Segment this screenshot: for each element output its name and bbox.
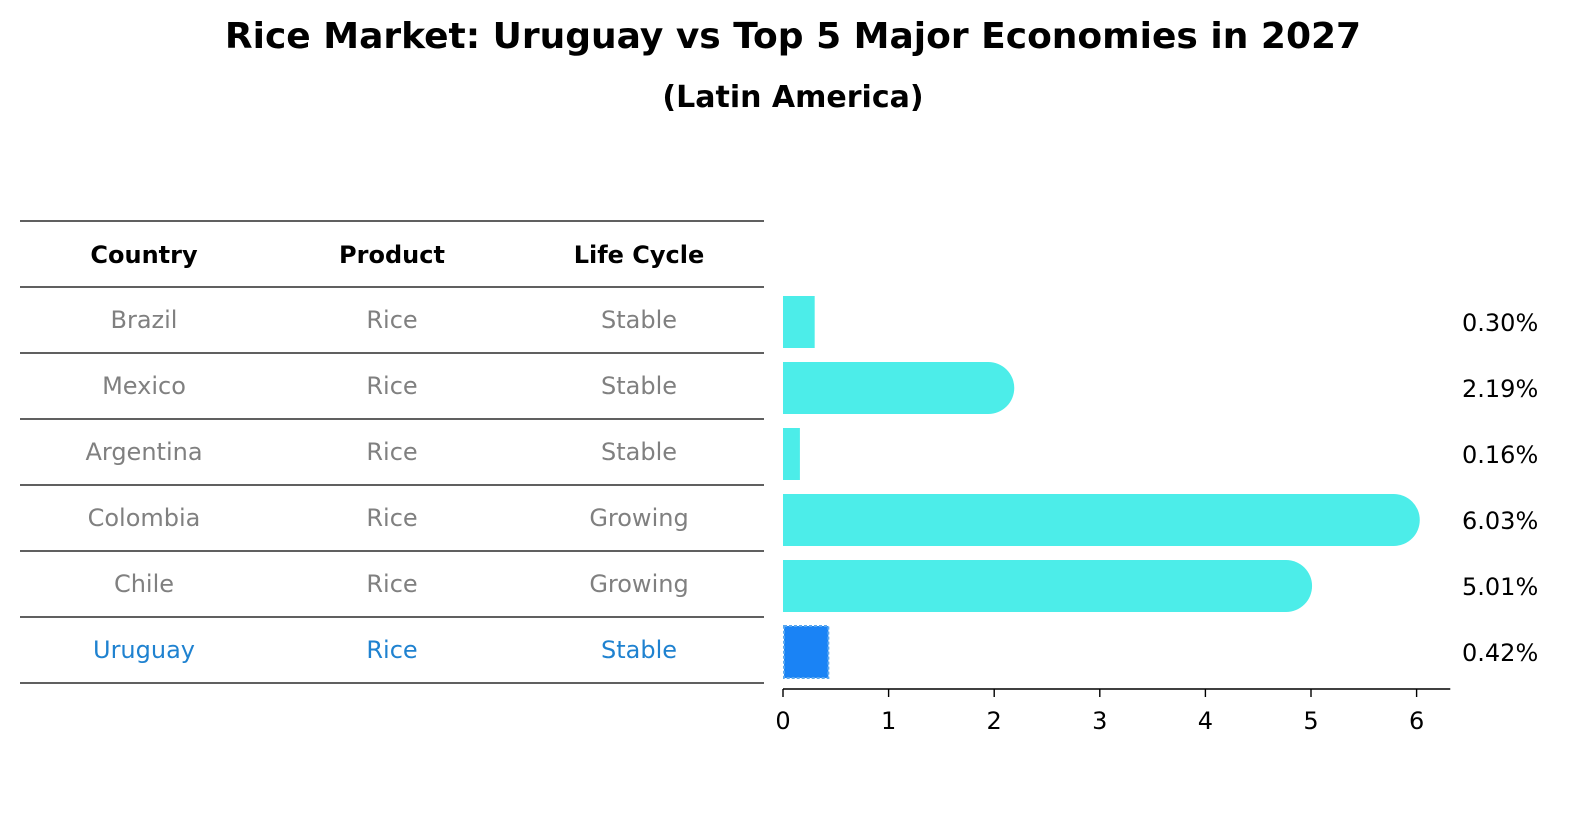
- x-tick-label: 3: [1092, 707, 1107, 735]
- data-label-chile: 5.01%: [1462, 573, 1538, 601]
- data-label-uruguay: 0.42%: [1462, 639, 1538, 667]
- table-cell-product: Rice: [366, 372, 417, 400]
- x-tick-label: 0: [775, 707, 790, 735]
- table-cell-product: Rice: [366, 306, 417, 334]
- table-cell-country: Chile: [114, 570, 174, 598]
- table-cell-life-cycle: Stable: [601, 438, 677, 466]
- chart-title: Rice Market: Uruguay vs Top 5 Major Econ…: [224, 16, 1362, 57]
- table-cell-country: Mexico: [102, 372, 186, 400]
- table-cell-life-cycle: Stable: [601, 636, 677, 664]
- x-tick-label: 5: [1303, 707, 1318, 735]
- bar-uruguay: [783, 625, 830, 679]
- table-header-life-cycle: Life Cycle: [574, 241, 705, 269]
- x-tick-label: 1: [881, 707, 896, 735]
- table-cell-life-cycle: Stable: [601, 306, 677, 334]
- x-tick-label: 4: [1198, 707, 1213, 735]
- x-tick-label: 2: [987, 707, 1002, 735]
- table-cell-country: Brazil: [111, 306, 178, 334]
- table-cell-country: Uruguay: [93, 636, 195, 664]
- bar-chile: [783, 560, 1313, 612]
- table-cell-life-cycle: Growing: [589, 504, 688, 532]
- bar-mexico: [783, 362, 1015, 414]
- table-cell-life-cycle: Growing: [589, 570, 688, 598]
- table-cell-country: Colombia: [88, 504, 201, 532]
- data-label-colombia: 6.03%: [1462, 507, 1538, 535]
- data-label-brazil: 0.30%: [1462, 309, 1538, 337]
- x-tick-label: 6: [1409, 707, 1424, 735]
- table-header-country: Country: [90, 241, 198, 269]
- data-label-mexico: 2.19%: [1462, 375, 1538, 403]
- table-cell-life-cycle: Stable: [601, 372, 677, 400]
- table-cell-product: Rice: [366, 438, 417, 466]
- bar-colombia: [783, 494, 1420, 546]
- chart-subtitle: (Latin America): [662, 80, 924, 115]
- table-cell-product: Rice: [366, 570, 417, 598]
- table-cell-country: Argentina: [85, 438, 202, 466]
- table-header-product: Product: [339, 241, 445, 269]
- table-cell-product: Rice: [366, 504, 417, 532]
- bar-argentina: [783, 428, 800, 480]
- data-label-argentina: 0.16%: [1462, 441, 1538, 469]
- table-cell-product: Rice: [366, 636, 417, 664]
- bar-brazil: [783, 296, 815, 348]
